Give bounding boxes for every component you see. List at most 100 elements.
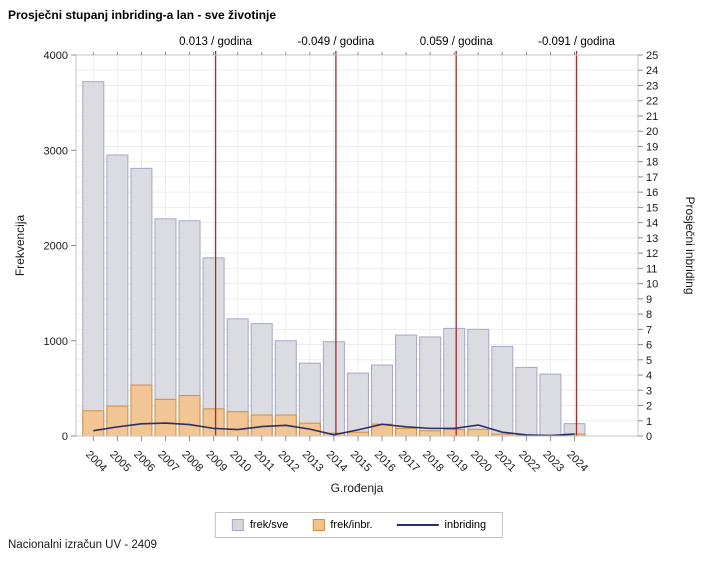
y-axis-left-title: Frekvencija bbox=[13, 215, 27, 277]
y-right-tick-label: 0 bbox=[646, 431, 652, 443]
y-right-tick-label: 25 bbox=[646, 50, 658, 62]
x-tick-label: 2021 bbox=[492, 449, 518, 475]
bar-frek-sve-2018 bbox=[419, 336, 442, 437]
y-right-tick-label: 8 bbox=[646, 309, 652, 321]
x-tick-label: 2014 bbox=[324, 449, 350, 475]
y-right-tick-label: 15 bbox=[646, 202, 658, 214]
bar-frek-inbr-2020 bbox=[467, 428, 490, 437]
y-right-tick-label: 19 bbox=[646, 141, 658, 153]
x-tick-label: 2009 bbox=[203, 449, 229, 475]
bar-frek-inbr-2004 bbox=[82, 410, 105, 437]
y-right-tick-label: 1 bbox=[646, 416, 652, 428]
bar-frek-inbr-2009 bbox=[202, 408, 225, 437]
x-tick-label: 2019 bbox=[444, 449, 470, 475]
y-axis-right: 0123456789101112131415161718192021222324… bbox=[638, 50, 658, 443]
bar-frek-sve-2021 bbox=[491, 345, 514, 437]
bar-frek-sve-2005 bbox=[106, 154, 129, 437]
reference-label-2014: -0.049 / godina bbox=[298, 36, 375, 48]
y-right-tick-label: 16 bbox=[646, 187, 658, 199]
bar-frek-inbr-2015 bbox=[346, 431, 369, 437]
bar-frek-inbr-2008 bbox=[178, 395, 201, 437]
footer-note: Nacionalni izračun UV - 2409 bbox=[8, 539, 157, 551]
y-right-tick-label: 5 bbox=[646, 355, 652, 367]
y-right-tick-label: 22 bbox=[646, 96, 658, 108]
bar-frek-inbr-2007 bbox=[154, 398, 177, 437]
x-tick-label: 2011 bbox=[252, 449, 277, 474]
series-inbriding-line bbox=[93, 422, 575, 437]
legend-item-inbriding: inbriding bbox=[396, 519, 487, 531]
y-left-tick-label: 4000 bbox=[44, 50, 68, 62]
series-frek-sve bbox=[82, 81, 586, 437]
x-tick-label: 2012 bbox=[276, 449, 302, 475]
legend-swatch-frek-inbr bbox=[312, 519, 325, 531]
y-axis-left: 0 1000 2000 3000 4000 bbox=[44, 50, 76, 443]
y-right-tick-label: 13 bbox=[646, 233, 658, 245]
y-right-tick-label: 21 bbox=[646, 111, 658, 123]
bar-frek-sve-2022 bbox=[515, 366, 538, 437]
y-right-tick-label: 18 bbox=[646, 157, 658, 169]
y-left-tick-label: 3000 bbox=[44, 145, 68, 157]
bar-frek-sve-2023 bbox=[539, 373, 562, 437]
x-tick-label: 2024 bbox=[564, 449, 590, 475]
bar-frek-inbr-2019 bbox=[443, 428, 466, 437]
plot-area: 0.013 / godina -0.049 / godina 0.059 / god… bbox=[13, 36, 697, 495]
reference-label-2009: 0.013 / godina bbox=[179, 36, 253, 48]
x-tick-label: 2005 bbox=[107, 449, 133, 475]
legend-line-swatch-inbriding bbox=[396, 524, 439, 526]
bar-frek-sve-2020 bbox=[467, 328, 490, 437]
y-right-tick-label: 14 bbox=[646, 218, 658, 230]
bar-frek-inbr-2018 bbox=[419, 430, 442, 437]
legend: frek/sve frek/inbr. inbriding bbox=[214, 512, 504, 538]
legend-item-frek-sve: frek/sve bbox=[231, 519, 289, 531]
bar-frek-sve-2019 bbox=[443, 327, 466, 437]
y-right-tick-label: 9 bbox=[646, 294, 652, 306]
y-right-tick-label: 12 bbox=[646, 248, 658, 260]
x-tick-label: 2008 bbox=[179, 449, 205, 475]
y-right-tick-label: 2 bbox=[646, 401, 652, 413]
reference-label-2019: 0.059 / godina bbox=[420, 36, 494, 48]
bar-frek-sve-2017 bbox=[395, 334, 418, 437]
chart-title: Prosječni stupanj inbriding-a lan - sve … bbox=[8, 8, 277, 22]
legend-label-frek-inbr: frek/inbr. bbox=[330, 519, 373, 531]
legend-item-frek-inbr: frek/inbr. bbox=[312, 519, 373, 531]
bar-frek-sve-2004 bbox=[82, 81, 105, 437]
legend-swatch-frek-sve bbox=[231, 519, 244, 531]
x-tick-label: 2018 bbox=[420, 449, 446, 475]
x-tick-label: 2007 bbox=[155, 449, 181, 475]
x-tick-label: 2010 bbox=[228, 449, 254, 475]
x-tick-label: 2006 bbox=[131, 449, 157, 475]
y-right-tick-label: 23 bbox=[646, 80, 658, 92]
x-tick-label: 2013 bbox=[300, 449, 326, 475]
x-tick-label: 2022 bbox=[516, 449, 542, 475]
reference-label-2024: -0.091 / godina bbox=[538, 36, 615, 48]
y-axis-right-title: Prosječni inbriding bbox=[683, 196, 697, 294]
x-tick-label: 2016 bbox=[372, 449, 398, 475]
bar-frek-inbr-2017 bbox=[395, 427, 418, 437]
y-right-tick-label: 6 bbox=[646, 340, 652, 352]
y-right-tick-label: 4 bbox=[646, 370, 652, 382]
y-right-tick-label: 7 bbox=[646, 324, 652, 336]
x-axis-title: G.rođenja bbox=[331, 481, 384, 495]
y-left-tick-label: 0 bbox=[62, 431, 68, 443]
bar-frek-inbr-2006 bbox=[130, 384, 153, 437]
x-tick-label: 2017 bbox=[396, 449, 422, 475]
y-left-tick-label: 2000 bbox=[44, 241, 68, 253]
y-right-tick-label: 3 bbox=[646, 385, 652, 397]
bar-frek-inbr-2010 bbox=[226, 411, 249, 437]
y-right-tick-label: 11 bbox=[646, 263, 657, 275]
x-tick-label: 2020 bbox=[468, 449, 494, 475]
y-right-tick-label: 20 bbox=[646, 126, 658, 138]
x-tick-label: 2023 bbox=[540, 449, 566, 475]
x-tick-label: 2004 bbox=[83, 449, 109, 475]
reference-lines: 0.013 / godina -0.049 / godina 0.059 / god… bbox=[179, 36, 615, 436]
x-tick-label: 2015 bbox=[348, 449, 374, 475]
bar-frek-sve-2015 bbox=[346, 372, 369, 437]
y-right-tick-label: 24 bbox=[646, 65, 658, 77]
bar-frek-inbr-2005 bbox=[106, 405, 129, 437]
y-right-tick-label: 17 bbox=[646, 172, 658, 184]
y-left-tick-label: 1000 bbox=[44, 336, 68, 348]
legend-label-inbriding: inbriding bbox=[444, 519, 487, 531]
legend-label-frek-sve: frek/sve bbox=[249, 519, 289, 531]
y-right-tick-label: 10 bbox=[646, 279, 658, 291]
